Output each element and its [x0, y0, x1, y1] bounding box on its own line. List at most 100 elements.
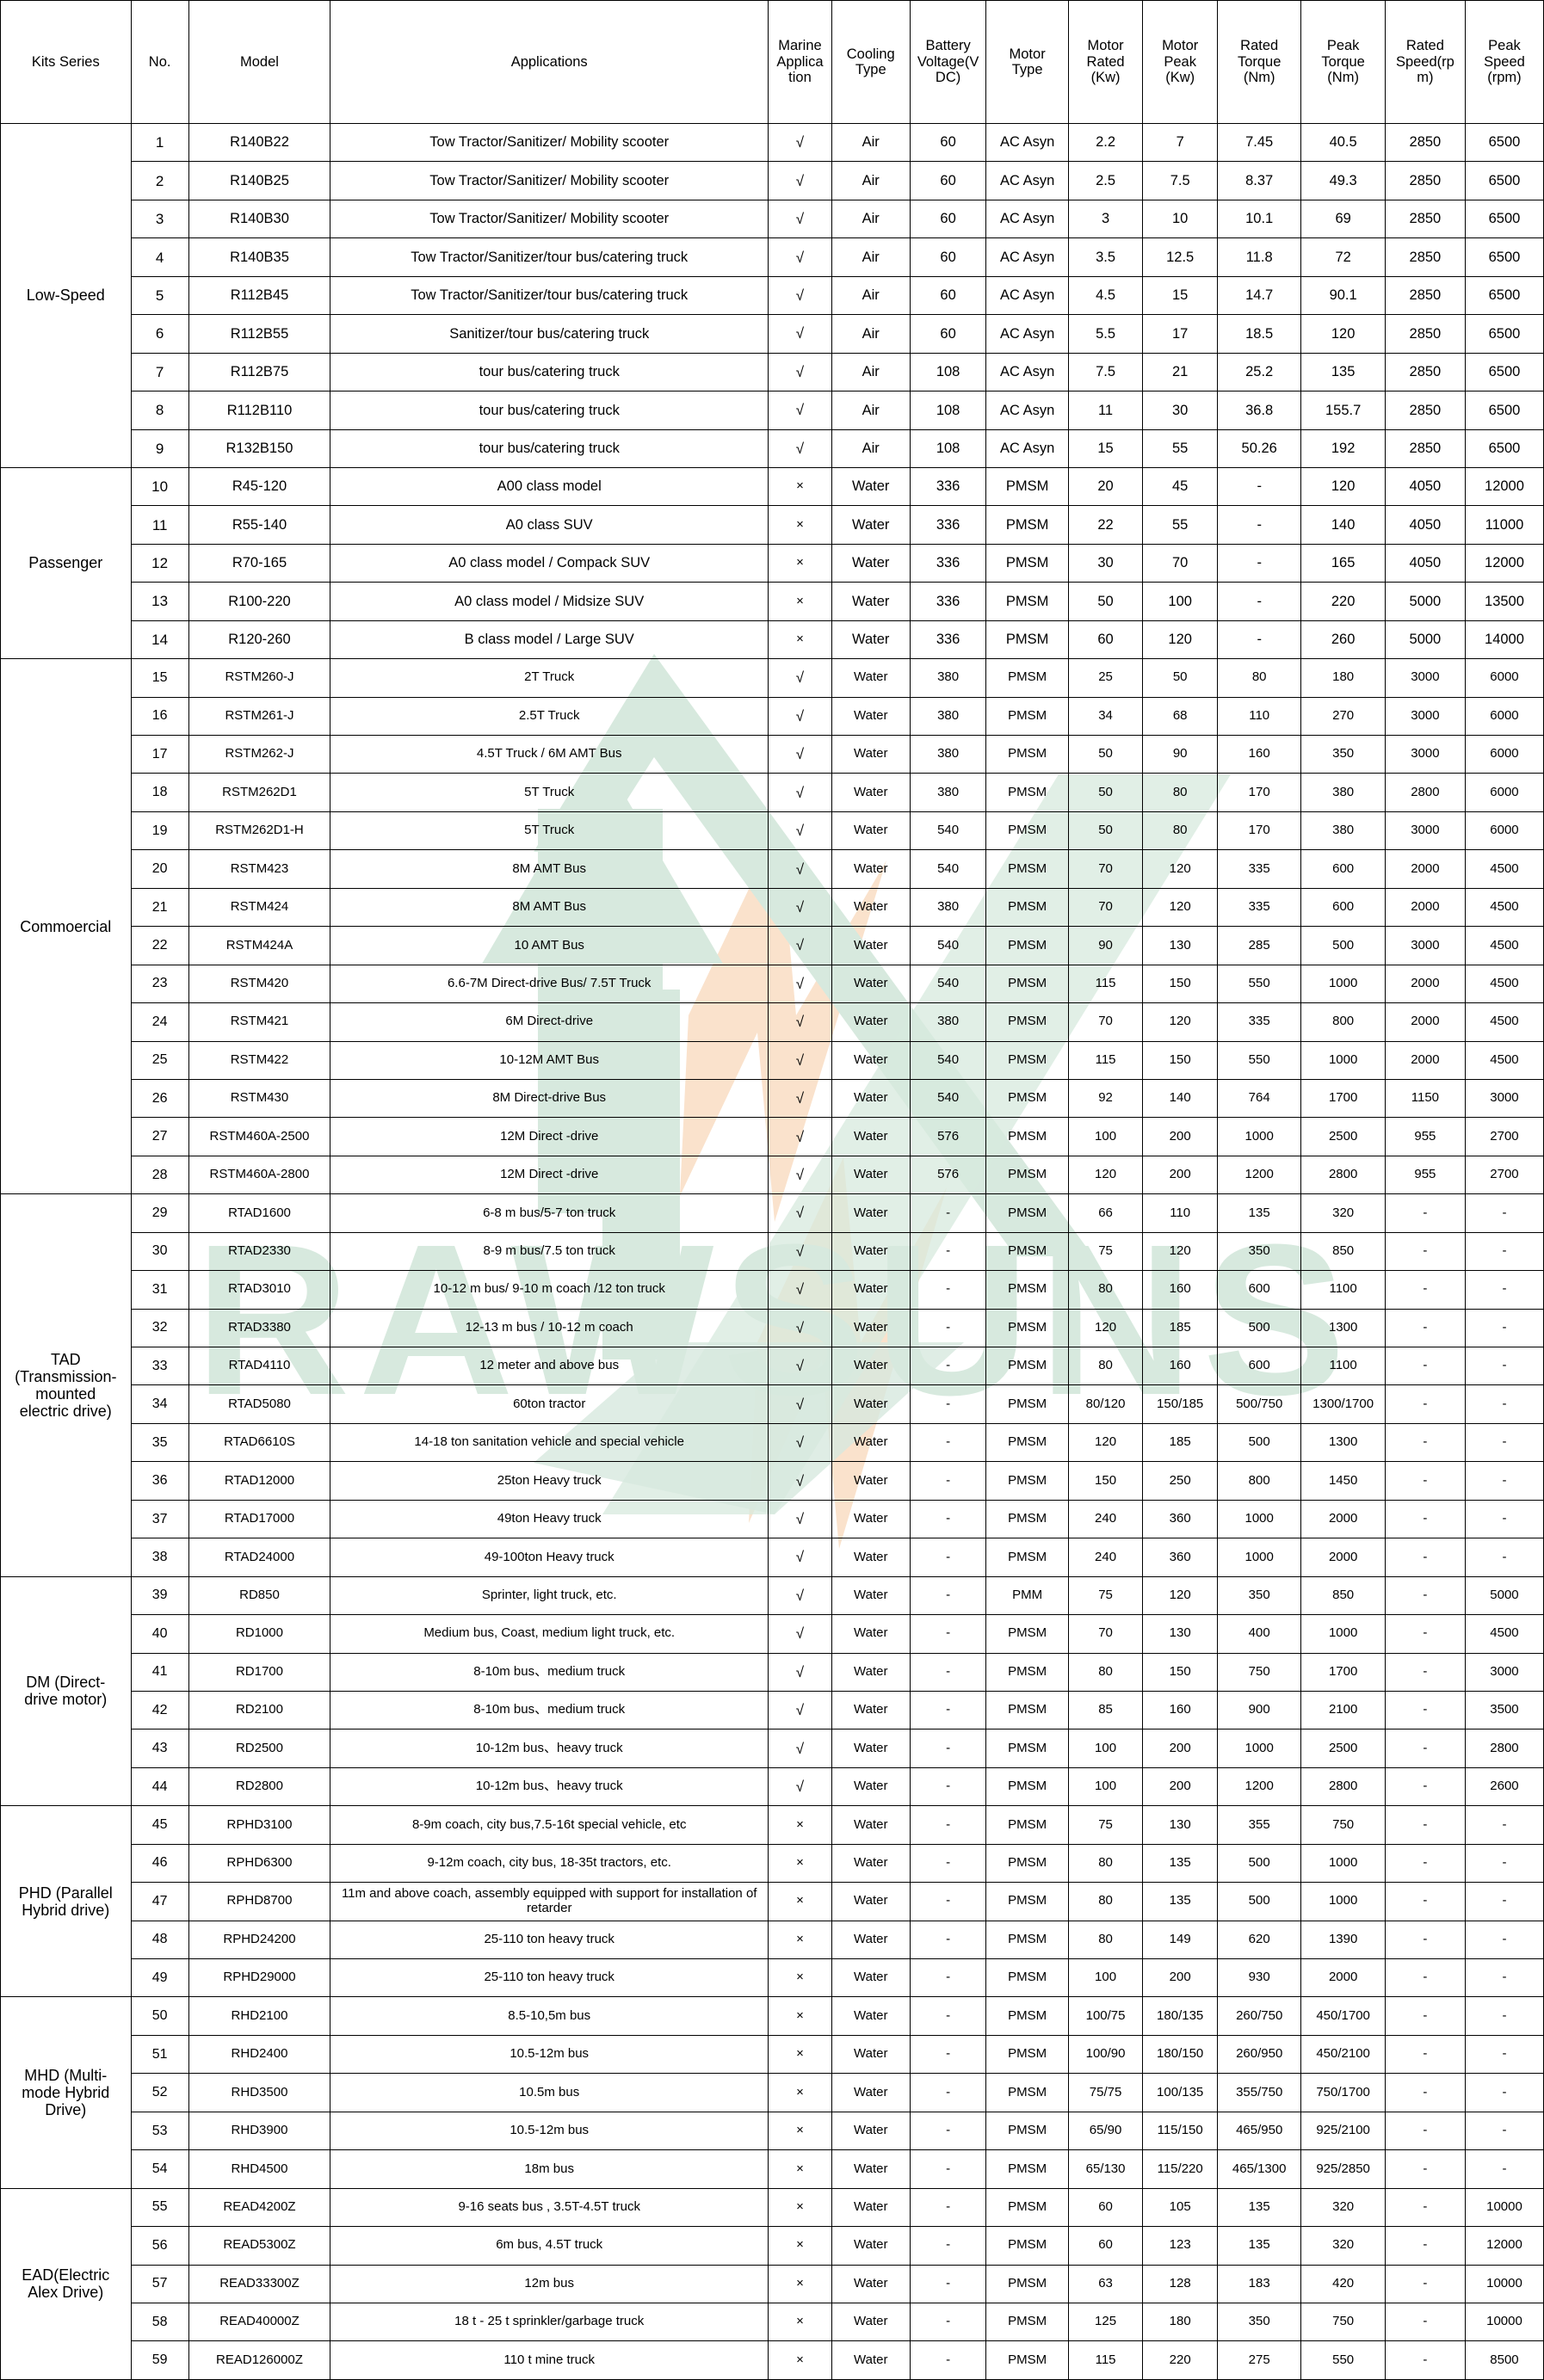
cell-peak-speed: 3000 — [1464, 1078, 1544, 1119]
cell-rated-torque: 135 — [1216, 2226, 1302, 2266]
cell-marine-application: × — [768, 2264, 832, 2303]
table-row: 8 R112B110 tour bus/catering truck √ Air 108 A… — [1, 391, 1544, 430]
cell-applications: 5T Truck — [330, 773, 769, 812]
col-motor-rated-line-1: Motor — [1087, 38, 1124, 54]
cell-rated-torque: 335 — [1216, 1002, 1302, 1042]
cell-motor-type: PMSM — [985, 1614, 1069, 1654]
cell-cooling-type: Water — [831, 1422, 911, 1463]
cell-motor-rated: 7.5 — [1067, 352, 1144, 392]
cell-motor-rated: 60 — [1067, 620, 1144, 660]
cell-motor-peak: 160 — [1142, 1690, 1218, 1730]
cell-no: 13 — [130, 582, 189, 621]
cell-rated-torque: 260/950 — [1216, 2034, 1302, 2075]
cell-applications: 6-8 m bus/5-7 ton truck — [330, 1193, 769, 1233]
cell-cooling-type: Water — [831, 1346, 911, 1386]
cell-motor-type: PMSM — [985, 1461, 1069, 1501]
cell-motor-type: PMSM — [985, 2187, 1069, 2228]
cell-peak-torque: 380 — [1300, 773, 1386, 812]
cell-marine-application: √ — [768, 1117, 832, 1156]
cell-motor-type: AC Asyn — [985, 391, 1069, 430]
cell-no: 10 — [130, 466, 189, 507]
cell-cooling-type: Water — [831, 1117, 911, 1156]
cell-applications: Tow Tractor/Sanitizer/ Mobility scooter — [330, 161, 769, 200]
cell-motor-peak: 140 — [1142, 1078, 1218, 1119]
cell-rated-speed: - — [1384, 2302, 1466, 2342]
cell-battery-voltage: - — [909, 1767, 987, 1807]
cell-peak-speed: - — [1464, 2149, 1544, 2189]
cell-battery-voltage: 60 — [909, 161, 987, 200]
cell-no: 11 — [130, 505, 189, 545]
col-peak-torque: Peak Torque (Nm) — [1300, 0, 1386, 124]
cell-peak-speed: 2700 — [1464, 1155, 1544, 1195]
cell-peak-speed: 6000 — [1464, 696, 1544, 737]
cell-no: 51 — [130, 2034, 189, 2075]
series-label-line-1: DM (Direct- — [26, 1674, 106, 1692]
col-rated-torque-line-2: Torque — [1237, 53, 1282, 70]
cell-cooling-type: Air — [831, 429, 911, 468]
cell-marine-application: √ — [768, 1155, 832, 1195]
cell-applications: 8M Direct-drive Bus — [330, 1078, 769, 1119]
cell-applications: 12m bus — [330, 2264, 769, 2303]
cell-rated-speed: - — [1384, 1461, 1466, 1501]
cell-applications: Tow Tractor/Sanitizer/ Mobility scooter — [330, 122, 769, 163]
cell-marine-application: √ — [768, 391, 832, 430]
cell-peak-torque: 1000 — [1300, 1040, 1386, 1080]
cell-battery-voltage: - — [909, 1461, 987, 1501]
col-battery-line-2: Voltage(V — [917, 53, 979, 70]
cell-battery-voltage: - — [909, 2034, 987, 2075]
table-body: Low-Speed 1 R140B22 Tow Tractor/Sanitizer/ … — [0, 122, 1544, 2380]
cell-no: 19 — [130, 811, 189, 851]
cell-motor-type: PMSM — [985, 1117, 1069, 1156]
table-row: 17 RSTM262-J 4.5T Truck / 6M AMT Bus √ Water… — [1, 734, 1544, 774]
cell-applications: 10.5-12m bus — [330, 2111, 769, 2151]
cell-motor-peak: 150 — [1142, 1040, 1218, 1080]
cell-rated-torque: 10.1 — [1216, 199, 1302, 239]
cell-applications: 5T Truck — [330, 811, 769, 851]
cell-rated-speed: 955 — [1384, 1155, 1466, 1195]
cell-cooling-type: Air — [831, 352, 911, 392]
cell-cooling-type: Water — [831, 1958, 911, 1998]
table-row: 24 RSTM421 6M Direct-drive √ Water 380 PMSM 70 1… — [1, 1002, 1544, 1042]
cell-peak-speed: 4500 — [1464, 1040, 1544, 1080]
cell-cooling-type: Air — [831, 161, 911, 200]
cell-motor-peak: 180/150 — [1142, 2034, 1218, 2075]
cell-motor-rated: 34 — [1067, 696, 1144, 737]
cell-marine-application: √ — [768, 1270, 832, 1310]
cell-peak-speed: - — [1464, 1996, 1544, 2036]
cell-motor-type: AC Asyn — [985, 122, 1069, 163]
cell-no: 7 — [130, 352, 189, 392]
cell-applications: tour bus/catering truck — [330, 352, 769, 392]
cell-battery-voltage: 576 — [909, 1155, 987, 1195]
cell-rated-speed: - — [1384, 1231, 1466, 1272]
cell-no: 54 — [130, 2149, 189, 2189]
cell-peak-speed: 10000 — [1464, 2264, 1544, 2303]
cell-battery-voltage: 108 — [909, 391, 987, 430]
cell-peak-torque: 320 — [1300, 2226, 1386, 2266]
cell-model: READ40000Z — [188, 2302, 331, 2342]
series-label-dm: DM (Direct-drive motor) — [0, 1575, 132, 1807]
cell-motor-rated: 100 — [1067, 1767, 1144, 1807]
table-row: 18 RSTM262D1 5T Truck √ Water 380 PMSM 50 80 170 3… — [1, 773, 1544, 812]
cell-motor-type: AC Asyn — [985, 199, 1069, 239]
cell-cooling-type: Water — [831, 505, 911, 545]
cell-motor-type: PMSM — [985, 1231, 1069, 1272]
cell-applications: 12-13 m bus / 10-12 m coach — [330, 1308, 769, 1348]
cell-battery-voltage: 108 — [909, 352, 987, 392]
cell-peak-speed: 4500 — [1464, 1614, 1544, 1654]
cell-battery-voltage: - — [909, 1231, 987, 1272]
cell-cooling-type: Water — [831, 1040, 911, 1080]
table-row: 7 R112B75 tour bus/catering truck √ Air 108 AC… — [1, 352, 1544, 392]
cell-motor-rated: 80 — [1067, 1882, 1144, 1921]
table-row: 34 RTAD5080 60ton tractor √ Water - PMSM 80/120… — [1, 1384, 1544, 1424]
cell-cooling-type: Water — [831, 658, 911, 698]
cell-no: 59 — [130, 2340, 189, 2380]
cell-rated-torque: 36.8 — [1216, 391, 1302, 430]
table-row: 43 RD2500 10-12m bus、heavy truck √ Water - PMS… — [1, 1729, 1544, 1768]
cell-rated-torque: 80 — [1216, 658, 1302, 698]
cell-motor-rated: 15 — [1067, 429, 1144, 468]
cell-cooling-type: Water — [831, 849, 911, 889]
cell-rated-speed: - — [1384, 1193, 1466, 1233]
cell-marine-application: √ — [768, 734, 832, 774]
cell-peak-speed: - — [1464, 1538, 1544, 1577]
